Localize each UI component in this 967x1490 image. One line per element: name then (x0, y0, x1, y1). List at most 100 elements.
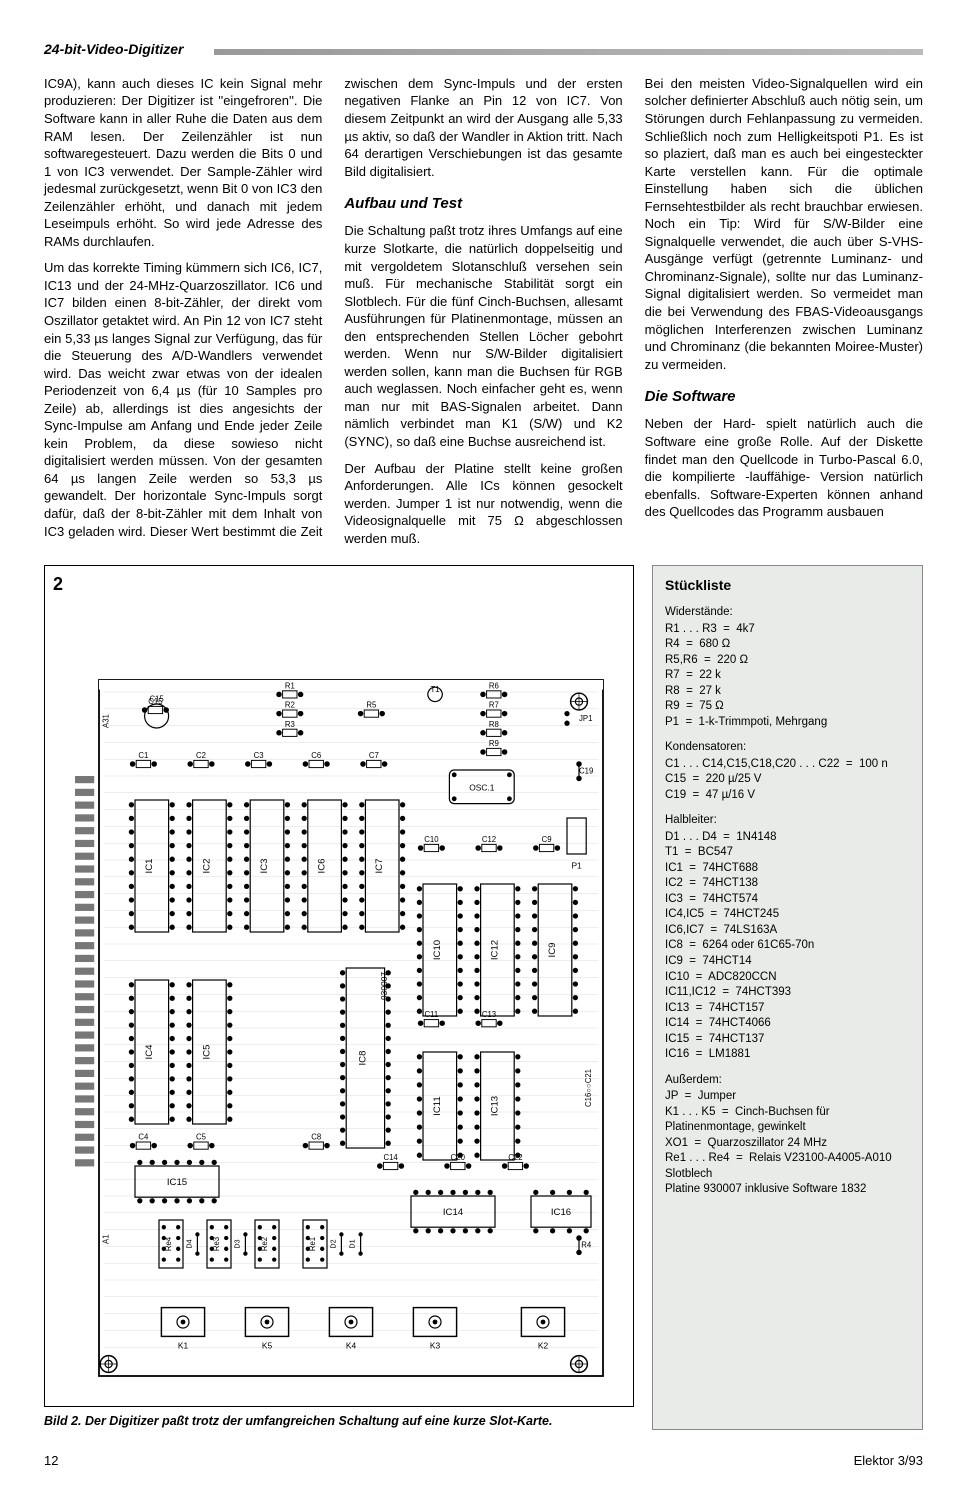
figure-caption: Bild 2. Der Digitizer paßt trotz der umf… (44, 1413, 634, 1430)
svg-text:R2: R2 (285, 701, 295, 710)
bom-group-heading: Außerdem: (665, 1073, 910, 1089)
svg-text:R5: R5 (366, 701, 377, 710)
bom-item: IC10 = ADC820CCN (665, 970, 910, 986)
bom-item: IC11,IC12 = 74HCT393 (665, 985, 910, 1001)
svg-text:IC3: IC3 (259, 859, 270, 874)
body-para: IC9A), kann auch dieses IC kein Signal m… (44, 75, 322, 250)
svg-text:C2: C2 (196, 751, 206, 760)
svg-text:JP1: JP1 (579, 714, 592, 723)
body-para: Neben der Hard- spielt natürlich auch di… (645, 415, 923, 520)
svg-text:C9: C9 (542, 835, 552, 844)
bom-item: K1 . . . K5 = Cinch-Buchsen für Platinen… (665, 1105, 910, 1136)
article-title: 24-bit-Video-Digitizer (44, 40, 192, 59)
svg-text:C22: C22 (508, 1153, 522, 1162)
bom-item: IC13 = 74HCT157 (665, 1001, 910, 1017)
svg-text:930007: 930007 (379, 972, 389, 1000)
svg-text:C11: C11 (425, 1010, 439, 1019)
svg-text:IC13: IC13 (489, 1096, 500, 1116)
svg-text:C12: C12 (482, 835, 496, 844)
svg-text:C10: C10 (424, 835, 439, 844)
svg-text:C1: C1 (138, 751, 148, 760)
svg-text:IC10: IC10 (432, 940, 443, 960)
svg-text:Re3: Re3 (212, 1237, 221, 1251)
bom-item: C15 = 220 µ/25 V (665, 772, 910, 788)
svg-text:Re1: Re1 (308, 1237, 317, 1251)
bom-group: Halbleiter:D1 . . . D4 = 1N4148T1 = BC54… (665, 813, 910, 1062)
parts-list: Stückliste Widerstände:R1 . . . R3 = 4k7… (652, 565, 923, 1430)
svg-text:A1: A1 (102, 1235, 111, 1245)
body-para: Die Schaltung paßt trotz ihres Umfangs a… (344, 222, 622, 450)
svg-text:K4: K4 (346, 1341, 357, 1351)
svg-text:R9: R9 (489, 739, 499, 748)
pcb-layout-svg: IC1IC2IC3IC6IC7IC4IC5IC8IC10IC12IC9IC11I… (51, 572, 627, 1400)
svg-text:R3: R3 (285, 720, 295, 729)
svg-text:IC1: IC1 (144, 859, 155, 874)
svg-text:Re4: Re4 (164, 1236, 173, 1251)
svg-text:IC2: IC2 (201, 859, 212, 874)
svg-text:D3: D3 (232, 1240, 241, 1249)
article-body: IC9A), kann auch dieses IC kein Signal m… (44, 75, 923, 547)
svg-text:C5: C5 (196, 1133, 207, 1142)
svg-text:C7: C7 (369, 751, 379, 760)
svg-text:Re2: Re2 (260, 1237, 269, 1251)
svg-text:C15: C15 (149, 695, 164, 704)
figure-2: 2 IC1IC2IC3IC6IC7IC4IC5IC8IC10IC12IC9IC1… (44, 565, 634, 1430)
svg-text:C14: C14 (383, 1153, 398, 1162)
bom-group-heading: Widerstände: (665, 605, 910, 621)
publication-ref: Elektor 3/93 (854, 1452, 923, 1470)
svg-text:C19: C19 (579, 767, 593, 776)
svg-text:D4: D4 (184, 1240, 193, 1249)
svg-text:IC16: IC16 (551, 1207, 571, 1218)
svg-text:K3: K3 (430, 1341, 441, 1351)
bom-item: D1 . . . D4 = 1N4148 (665, 830, 910, 846)
svg-text:D2: D2 (328, 1240, 337, 1249)
svg-text:R1: R1 (285, 682, 295, 691)
bom-item: R9 = 75 Ω (665, 699, 910, 715)
svg-text:IC4: IC4 (144, 1044, 155, 1060)
article-header: 24-bit-Video-Digitizer (44, 40, 923, 55)
bom-item: IC15 = 74HCT137 (665, 1032, 910, 1048)
bom-item: IC9 = 74HCT14 (665, 954, 910, 970)
bom-item: IC2 = 74HCT138 (665, 876, 910, 892)
bom-group-heading: Kondensatoren: (665, 740, 910, 756)
bom-item: C19 = 47 µ/16 V (665, 788, 910, 804)
svg-text:IC9: IC9 (547, 943, 558, 958)
svg-text:C13: C13 (482, 1010, 496, 1019)
bom-item: R8 = 27 k (665, 684, 910, 700)
bom-item: R7 = 22 k (665, 668, 910, 684)
bom-item: IC3 = 74HCT574 (665, 892, 910, 908)
bom-item: JP = Jumper (665, 1089, 910, 1105)
svg-text:C20: C20 (451, 1153, 466, 1162)
svg-text:C8: C8 (311, 1133, 321, 1142)
svg-text:K1: K1 (178, 1341, 189, 1351)
svg-text:IC8: IC8 (357, 1051, 368, 1066)
bom-item: T1 = BC547 (665, 845, 910, 861)
svg-text:C16○○C21: C16○○C21 (584, 1069, 593, 1107)
page-number: 12 (44, 1452, 58, 1470)
body-para: Der Aufbau der Platine stellt keine groß… (344, 460, 622, 548)
svg-text:IC11: IC11 (432, 1096, 443, 1116)
page-footer: 12 Elektor 3/93 (44, 1452, 923, 1470)
svg-text:R8: R8 (489, 720, 499, 729)
svg-text:K5: K5 (262, 1341, 273, 1351)
bom-item: IC4,IC5 = 74HCT245 (665, 907, 910, 923)
bom-group: Widerstände:R1 . . . R3 = 4k7R4 = 680 ΩR… (665, 605, 910, 730)
svg-text:P1: P1 (571, 861, 582, 871)
svg-text:K2: K2 (538, 1341, 549, 1351)
bom-item: IC1 = 74HCT688 (665, 861, 910, 877)
bom-item: R1 . . . R3 = 4k7 (665, 622, 910, 638)
svg-text:D1: D1 (348, 1240, 357, 1249)
svg-text:IC14: IC14 (443, 1207, 464, 1218)
svg-text:IC15: IC15 (167, 1177, 187, 1188)
svg-text:R6: R6 (489, 682, 499, 691)
parts-list-title: Stückliste (665, 576, 910, 595)
body-para: Bei den meisten Video-Signalquellen wird… (645, 75, 923, 373)
bom-item: C1 . . . C14,C15,C18,C20 . . . C22 = 100… (665, 757, 910, 773)
header-rule (214, 49, 923, 55)
figure-number: 2 (53, 572, 63, 596)
bom-item: IC8 = 6264 oder 61C65-70n (665, 938, 910, 954)
section-heading-software: Die Software (645, 387, 923, 407)
svg-text:T1: T1 (430, 685, 439, 694)
svg-text:OSC.1: OSC.1 (469, 783, 495, 793)
bom-item: Slotblech (665, 1167, 910, 1183)
